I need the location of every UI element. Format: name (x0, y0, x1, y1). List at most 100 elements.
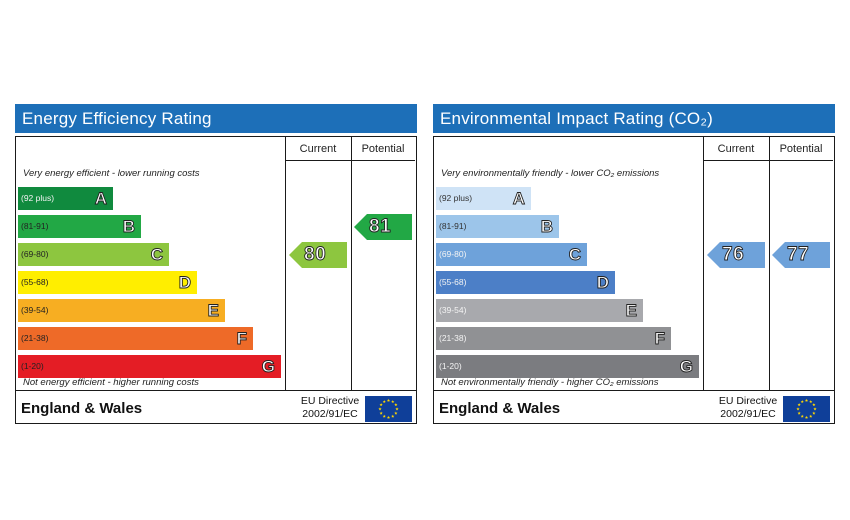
current-column-header: Current (703, 137, 769, 161)
eu-star-icon (812, 403, 816, 407)
band-letter: C (568, 245, 581, 265)
eu-directive-label: EU Directive 2002/91/EC (713, 395, 783, 421)
column-divider (703, 137, 704, 390)
band-letter: B (122, 217, 135, 237)
band-range-label: (39-54) (21, 305, 49, 315)
rating-band-b: (81-91) B (436, 215, 559, 238)
eu-star-icon (394, 403, 398, 407)
eu-star-icon (378, 407, 382, 411)
column-divider (285, 137, 286, 390)
eu-star-icon (382, 414, 386, 418)
rating-table: Current Potential Very environmentally f… (433, 136, 835, 424)
region-label: England & Wales (21, 400, 143, 417)
band-letter: F (236, 329, 247, 349)
band-letter: G (261, 357, 275, 377)
column-divider (351, 137, 352, 390)
potential-rating-value: 77 (787, 243, 810, 265)
band-range-label: (69-80) (439, 249, 467, 259)
band-letter: B (540, 217, 553, 237)
rating-table: Current Potential Very energy efficient … (15, 136, 417, 424)
rating-band-a: (92 plus) A (436, 187, 531, 210)
eu-star-icon (394, 411, 398, 415)
band-range-label: (21-38) (21, 333, 49, 343)
band-letter: C (150, 245, 163, 265)
band-letter: D (178, 273, 191, 293)
potential-rating-value: 81 (369, 215, 392, 237)
directive-line1: EU Directive (718, 395, 778, 407)
band-range-label: (55-68) (21, 277, 49, 287)
footer-divider (16, 390, 416, 391)
eu-star-icon (386, 398, 391, 402)
potential-column-header: Potential (769, 137, 833, 161)
band-range-label: (69-80) (21, 249, 49, 259)
eu-star-icon (797, 403, 801, 407)
band-range-label: (1-20) (21, 361, 44, 371)
potential-rating-arrow: 77 (772, 241, 830, 268)
eu-star-icon (395, 407, 399, 411)
rating-band-b: (81-91) B (18, 215, 141, 238)
band-range-label: (92 plus) (21, 193, 55, 203)
rating-band-a: (92 plus) A (18, 187, 113, 210)
column-divider (769, 137, 770, 390)
eu-directive-label: EU Directive 2002/91/EC (295, 395, 365, 421)
eu-flag-icon (783, 396, 830, 422)
directive-line2: 2002/91/EC (302, 408, 358, 420)
footer-divider (434, 390, 834, 391)
bottom-note: Not energy efficient - higher running co… (23, 377, 199, 388)
directive-line1: EU Directive (300, 395, 360, 407)
current-rating-arrow: 76 (707, 241, 765, 268)
current-rating-value: 80 (304, 243, 327, 265)
eu-star-icon (804, 415, 809, 419)
current-rating-value: 76 (722, 243, 745, 265)
potential-rating-arrow: 81 (354, 213, 412, 240)
eu-star-icon (813, 407, 817, 411)
environmental-impact-panel: Environmental Impact Rating (CO₂) Curren… (433, 104, 835, 424)
band-range-label: (21-38) (439, 333, 467, 343)
eu-star-icon (797, 411, 801, 415)
eu-star-icon (804, 398, 809, 402)
region-label: England & Wales (439, 400, 561, 417)
top-note: Very environmentally friendly - lower CO… (441, 168, 660, 179)
rating-band-c: (69-80) C (18, 243, 169, 266)
band-letter: F (654, 329, 665, 349)
eu-star-icon (379, 403, 383, 407)
eu-star-icon (800, 399, 804, 404)
eu-star-icon (391, 414, 395, 418)
eu-star-icon (379, 411, 383, 415)
band-letter: E (207, 301, 219, 321)
bottom-note: Not environmentally friendly - higher CO… (441, 377, 659, 388)
band-range-label: (92 plus) (439, 193, 473, 203)
rating-band-f: (21-38) F (18, 327, 253, 350)
current-column-header: Current (285, 137, 351, 161)
potential-column-header: Potential (351, 137, 415, 161)
band-letter: G (679, 357, 693, 377)
eu-star-icon (796, 407, 800, 411)
band-range-label: (39-54) (439, 305, 467, 315)
rating-band-g: (1-20) G (436, 355, 699, 378)
band-letter: E (625, 301, 637, 321)
energy-efficiency-panel: Energy Efficiency Rating Current Potenti… (15, 104, 417, 424)
current-rating-arrow: 80 (289, 241, 347, 268)
top-note: Very energy efficient - lower running co… (23, 168, 200, 179)
eu-star-icon (809, 399, 813, 404)
band-range-label: (55-68) (439, 277, 467, 287)
rating-band-d: (55-68) D (18, 271, 197, 294)
eu-star-icon (809, 414, 813, 418)
eu-star-icon (800, 414, 804, 418)
directive-line2: 2002/91/EC (720, 408, 776, 420)
band-letter: A (94, 189, 107, 209)
band-range-label: (81-91) (21, 221, 49, 231)
eu-star-icon (386, 415, 391, 419)
rating-band-f: (21-38) F (436, 327, 671, 350)
rating-band-e: (39-54) E (436, 299, 643, 322)
eu-star-icon (812, 411, 816, 415)
panel-title: Energy Efficiency Rating (15, 104, 417, 133)
rating-band-e: (39-54) E (18, 299, 225, 322)
band-range-label: (1-20) (439, 361, 462, 371)
rating-band-c: (69-80) C (436, 243, 587, 266)
band-range-label: (81-91) (439, 221, 467, 231)
band-letter: A (512, 189, 525, 209)
rating-band-d: (55-68) D (436, 271, 615, 294)
eu-star-icon (391, 399, 395, 404)
eu-star-icon (382, 399, 386, 404)
